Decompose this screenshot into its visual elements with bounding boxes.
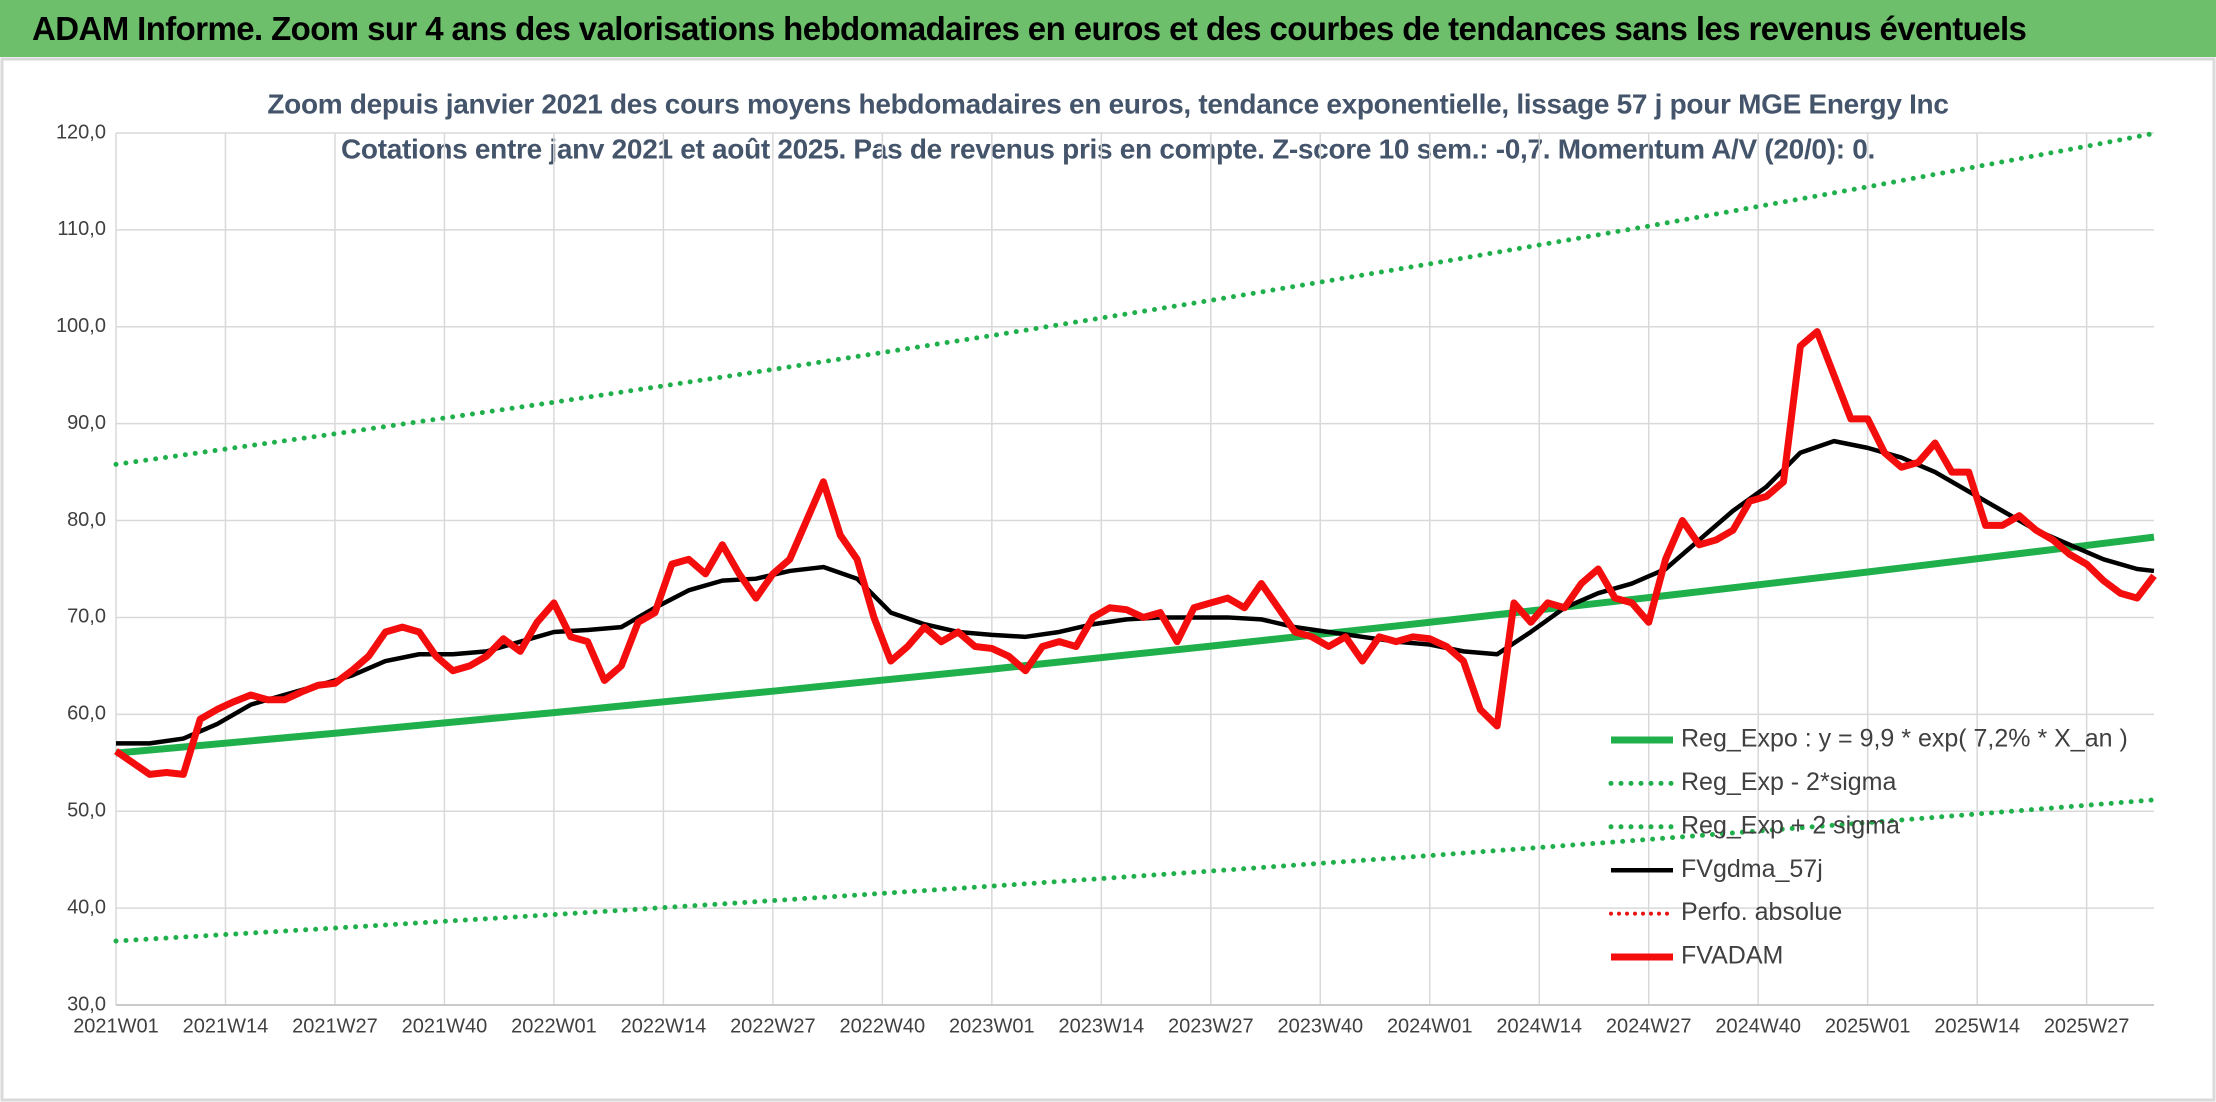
x-tick-label: 2022W27	[730, 1015, 816, 1037]
chart-subtitle: Cotations entre janv 2021 et août 2025. …	[341, 133, 1875, 164]
series-line	[113, 797, 2157, 944]
x-tick-label: 2024W40	[1715, 1015, 1801, 1037]
y-tick-label: 110,0	[57, 218, 106, 240]
y-tick-label: 100,0	[56, 315, 106, 337]
legend-label: FVADAM	[1681, 942, 1783, 970]
chart: Zoom depuis janvier 2021 des cours moyen…	[0, 57, 2216, 1102]
x-tick-label: 2024W27	[1606, 1015, 1692, 1037]
x-tick-label: 2025W14	[1934, 1015, 2020, 1037]
x-tick-label: 2022W01	[511, 1015, 597, 1037]
x-tick-label: 2023W01	[949, 1015, 1035, 1037]
y-tick-label: 50,0	[67, 800, 106, 822]
y-tick-label: 70,0	[67, 606, 106, 628]
x-tick-label: 2024W14	[1496, 1015, 1582, 1037]
legend-label: Reg_Exp - 2*sigma	[1681, 768, 1896, 796]
grid	[115, 132, 2154, 1006]
y-tick-label: 60,0	[67, 703, 106, 725]
chart-title: Zoom depuis janvier 2021 des cours moyen…	[267, 88, 1948, 119]
legend-label: FVgdma_57j	[1681, 855, 1823, 883]
header-title: ADAM Informe. Zoom sur 4 ans des valoris…	[0, 0, 2216, 57]
x-tick-label: 2021W27	[292, 1015, 378, 1037]
series-line	[113, 130, 2157, 467]
y-tick-label: 40,0	[67, 896, 106, 918]
chart-frame	[0, 57, 2216, 1102]
legend-label: Perfo. absolue	[1681, 898, 1842, 926]
x-tick-label: 2025W01	[1825, 1015, 1911, 1037]
legend-label: Reg_Expo : y = 9,9 * exp( 7,2% * X_an )	[1681, 725, 2128, 753]
x-tick-label: 2021W40	[402, 1015, 488, 1037]
y-tick-label: 80,0	[67, 509, 106, 531]
series-line	[115, 533, 2155, 757]
x-tick-label: 2024W01	[1387, 1015, 1473, 1037]
x-tick-label: 2022W40	[840, 1015, 926, 1037]
x-tick-label: 2022W14	[621, 1015, 707, 1037]
x-tick-label: 2025W27	[2044, 1015, 2130, 1037]
y-tick-label: 120,0	[56, 121, 106, 143]
x-tick-label: 2023W40	[1277, 1015, 1363, 1037]
x-tick-label: 2023W14	[1059, 1015, 1145, 1037]
y-tick-label: 30,0	[67, 993, 106, 1015]
x-tick-label: 2021W01	[73, 1015, 159, 1037]
x-tick-label: 2021W14	[183, 1015, 269, 1037]
x-tick-label: 2023W27	[1168, 1015, 1254, 1037]
series-line	[114, 328, 2157, 778]
legend-label: Reg_Exp + 2 sigma	[1681, 811, 1900, 839]
y-tick-label: 90,0	[67, 412, 106, 434]
